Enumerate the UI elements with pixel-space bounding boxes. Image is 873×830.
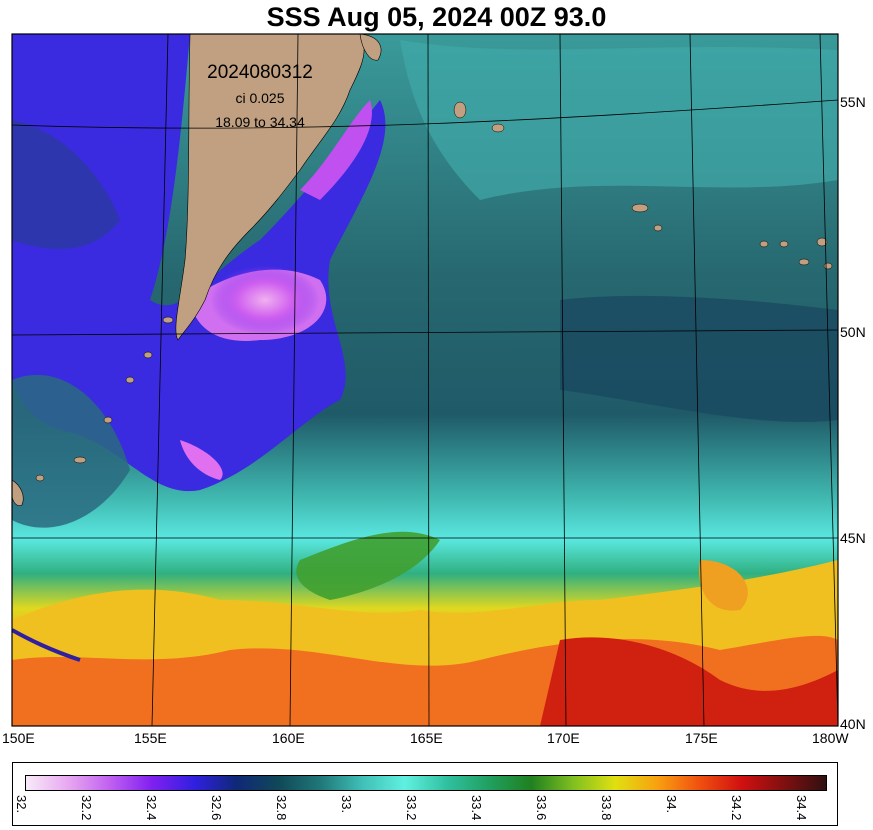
date-code: 2024080312 <box>207 62 313 83</box>
lat-label-45n: 45N <box>840 530 866 546</box>
lon-label-150e: 150E <box>2 730 35 746</box>
colorbar-tick-label: 32.4 <box>144 795 159 821</box>
colorbar-tick-label: 32.2 <box>79 795 94 821</box>
lon-label-155e: 155E <box>134 730 167 746</box>
map-field <box>12 34 838 726</box>
sss-map <box>11 33 839 727</box>
colorbar-tick-label: 34.4 <box>794 795 809 821</box>
lat-label-40n: 40N <box>840 716 866 732</box>
colorbar-tick-label: 32.8 <box>274 795 289 821</box>
colorbar-tick-label: 34.2 <box>729 795 744 821</box>
colorbar-tick-label: 34. <box>664 795 679 814</box>
colorbar-tick-label: 33.6 <box>534 795 549 821</box>
lon-label-160e: 160E <box>272 730 305 746</box>
lon-label-170e: 170E <box>547 730 580 746</box>
colorbar-tick-label: 32. <box>14 795 29 814</box>
lon-label-165e: 165E <box>410 730 443 746</box>
map-title: SSS Aug 05, 2024 00Z 93.0 <box>266 2 607 32</box>
colorbar-tick-label: 33.8 <box>599 795 614 821</box>
value-range: 18.09 to 34.34 <box>215 114 305 130</box>
colorbar-tick-label: 33. <box>339 795 354 814</box>
lon-label-180w: 180W <box>812 730 849 746</box>
colorbar-tick-label: 33.4 <box>469 795 484 821</box>
lat-label-55n: 55N <box>840 94 866 110</box>
colorbar-tick-label: 32.6 <box>209 795 224 821</box>
colorbar: 32. 32.2 32.4 32.6 32.8 33. 33.2 33.4 33.6 33.8 34… <box>12 762 838 826</box>
colorbar-strip <box>25 775 827 791</box>
lon-label-175e: 175E <box>685 730 718 746</box>
contour-interval: ci 0.025 <box>235 90 285 106</box>
colorbar-tick-label: 33.2 <box>404 795 419 821</box>
lat-label-50n: 50N <box>840 324 866 340</box>
